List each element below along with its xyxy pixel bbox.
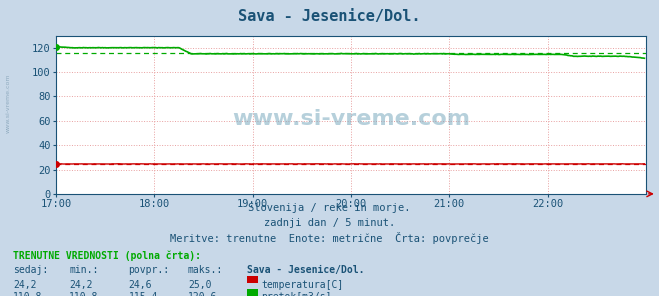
- Text: pretok[m3/s]: pretok[m3/s]: [261, 292, 331, 296]
- Text: Sava - Jesenice/Dol.: Sava - Jesenice/Dol.: [239, 9, 420, 24]
- Text: temperatura[C]: temperatura[C]: [261, 280, 343, 290]
- Text: 25,0: 25,0: [188, 280, 212, 290]
- Text: Sava - Jesenice/Dol.: Sava - Jesenice/Dol.: [247, 265, 364, 275]
- Text: www.si-vreme.com: www.si-vreme.com: [5, 74, 11, 133]
- Text: www.si-vreme.com: www.si-vreme.com: [232, 110, 470, 129]
- Text: 24,2: 24,2: [13, 280, 37, 290]
- Text: 24,2: 24,2: [69, 280, 93, 290]
- Text: min.:: min.:: [69, 265, 99, 275]
- Text: zadnji dan / 5 minut.: zadnji dan / 5 minut.: [264, 218, 395, 228]
- Text: sedaj:: sedaj:: [13, 265, 48, 275]
- Text: maks.:: maks.:: [188, 265, 223, 275]
- Text: 24,6: 24,6: [129, 280, 152, 290]
- Text: 110,8: 110,8: [13, 292, 43, 296]
- Text: Slovenija / reke in morje.: Slovenija / reke in morje.: [248, 203, 411, 213]
- Text: 120,6: 120,6: [188, 292, 217, 296]
- Text: Meritve: trenutne  Enote: metrične  Črta: povprečje: Meritve: trenutne Enote: metrične Črta: …: [170, 232, 489, 244]
- Text: povpr.:: povpr.:: [129, 265, 169, 275]
- Text: 115,4: 115,4: [129, 292, 158, 296]
- Text: 110,8: 110,8: [69, 292, 99, 296]
- Text: TRENUTNE VREDNOSTI (polna črta):: TRENUTNE VREDNOSTI (polna črta):: [13, 250, 201, 260]
